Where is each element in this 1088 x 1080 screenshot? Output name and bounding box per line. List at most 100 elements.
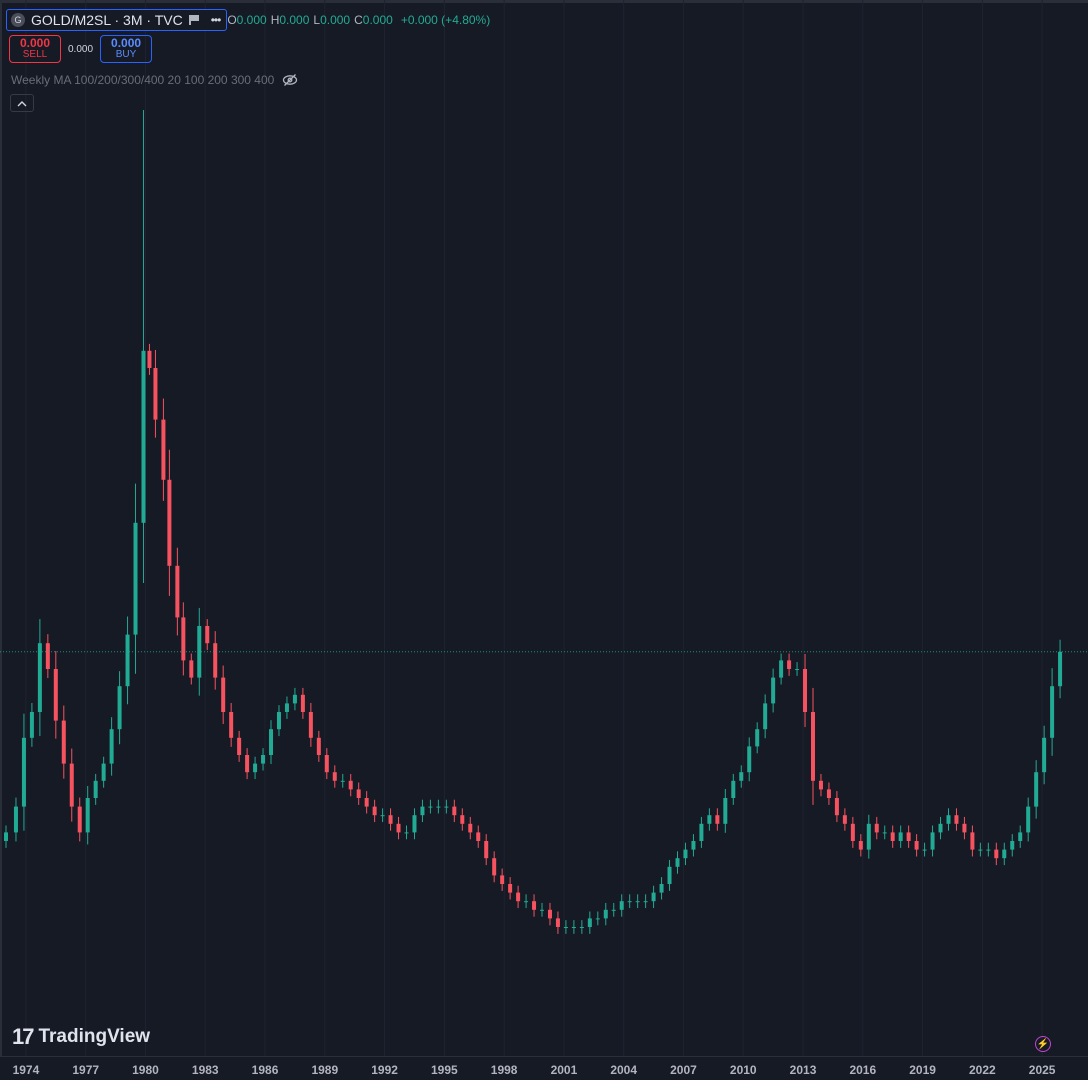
candle-body bbox=[970, 832, 975, 850]
candle-body bbox=[1034, 772, 1039, 807]
time-axis-tick: 2013 bbox=[789, 1063, 817, 1077]
candle-body bbox=[500, 875, 505, 884]
candle-body bbox=[516, 892, 521, 902]
tradingview-logo[interactable]: 17 TradingView bbox=[12, 1024, 150, 1050]
candle-body bbox=[755, 729, 760, 747]
indicator-label[interactable]: Weekly MA 100/200/300/400 20 100 200 300… bbox=[11, 73, 275, 87]
candle-body bbox=[348, 780, 353, 790]
candle-body bbox=[731, 780, 736, 798]
candle-body bbox=[460, 815, 465, 824]
symbol-title[interactable]: GOLD/M2SL · 3M · TVC bbox=[31, 12, 183, 28]
candle-body bbox=[842, 815, 847, 824]
candle-body bbox=[890, 832, 895, 841]
candle-body bbox=[603, 909, 608, 919]
chart-pane[interactable] bbox=[0, 0, 1088, 1056]
ohlc-close-label: C bbox=[354, 13, 363, 27]
candle-body bbox=[524, 901, 529, 903]
candle-body bbox=[898, 832, 903, 841]
candle-body bbox=[643, 901, 648, 903]
candle-body bbox=[412, 815, 417, 833]
candle-body bbox=[253, 763, 258, 773]
candle-body bbox=[771, 677, 776, 704]
flag-icon[interactable] bbox=[188, 15, 201, 25]
ohlc-high-value: 0.000 bbox=[279, 13, 310, 27]
ohlc-high-label: H bbox=[270, 13, 280, 27]
symbol-logo-icon: G bbox=[11, 13, 25, 27]
candle-body bbox=[739, 772, 744, 781]
candle-body bbox=[962, 823, 967, 833]
time-axis-tick: 1989 bbox=[311, 1063, 339, 1077]
candle-body bbox=[364, 798, 369, 807]
candle-body bbox=[779, 660, 784, 678]
candle-body bbox=[547, 909, 552, 919]
time-axis-tick: 2010 bbox=[729, 1063, 757, 1077]
candle-body bbox=[595, 918, 600, 920]
candle-body bbox=[436, 806, 441, 808]
candle-body bbox=[229, 712, 234, 738]
candle-body bbox=[77, 806, 82, 833]
time-axis-tick: 2001 bbox=[550, 1063, 578, 1077]
candle-body bbox=[930, 832, 935, 850]
candle-body bbox=[308, 712, 313, 738]
ohlc-open-label: O bbox=[227, 13, 237, 27]
candle-body bbox=[372, 806, 377, 816]
candle-body bbox=[213, 643, 218, 678]
candle-body bbox=[109, 729, 114, 764]
candle-body bbox=[691, 841, 696, 850]
candle-body bbox=[404, 832, 409, 834]
window-top-border bbox=[0, 0, 1088, 3]
time-axis[interactable]: 1974 1977 1980 1983 1986 1989 1992 1995 1998 2001… bbox=[0, 1056, 1088, 1080]
candle-body bbox=[316, 737, 321, 755]
sell-button[interactable]: 0.000 SELL bbox=[9, 35, 61, 63]
lightning-icon[interactable]: ⚡ bbox=[1035, 1036, 1051, 1052]
candle-body bbox=[810, 712, 815, 781]
chevron-up-icon bbox=[17, 100, 27, 106]
candle-body bbox=[153, 368, 158, 420]
candle-body bbox=[93, 780, 98, 798]
candle-body bbox=[380, 815, 385, 817]
eye-off-icon[interactable] bbox=[282, 73, 298, 87]
candle-body bbox=[484, 841, 489, 859]
candle-body bbox=[492, 858, 497, 876]
price-chart[interactable] bbox=[0, 0, 1088, 1056]
candle-body bbox=[882, 832, 887, 834]
candle-body bbox=[161, 419, 166, 480]
ohlc-low-value: 0.000 bbox=[320, 13, 351, 27]
indicator-legend[interactable]: Weekly MA 100/200/300/400 20 100 200 300… bbox=[11, 73, 298, 87]
candle-body bbox=[69, 763, 74, 807]
candle-body bbox=[237, 737, 242, 755]
candle-body bbox=[452, 806, 457, 816]
tradingview-logo-text: TradingView bbox=[38, 1026, 151, 1047]
candle-body bbox=[476, 832, 481, 841]
candle-body bbox=[29, 712, 34, 738]
symbol-title-box[interactable]: G GOLD/M2SL · 3M · TVC ••• bbox=[6, 9, 228, 31]
candle-body bbox=[723, 798, 728, 824]
candle-body bbox=[300, 694, 305, 712]
more-options-icon[interactable]: ••• bbox=[210, 13, 222, 27]
candle-body bbox=[946, 815, 951, 824]
candle-body bbox=[938, 823, 943, 833]
candle-body bbox=[396, 823, 401, 833]
candle-body bbox=[175, 565, 180, 618]
candle-body bbox=[922, 849, 927, 851]
candle-body bbox=[914, 841, 919, 850]
candle-body bbox=[834, 798, 839, 816]
candle-body bbox=[13, 806, 18, 833]
ohlc-high-group: H0.000 bbox=[271, 13, 310, 27]
candle-body bbox=[986, 849, 991, 851]
candle-body bbox=[675, 858, 680, 867]
collapse-legend-button[interactable] bbox=[10, 94, 34, 112]
candle-body bbox=[611, 909, 616, 911]
candle-body bbox=[571, 927, 576, 928]
candle-body bbox=[444, 806, 449, 808]
candle-body bbox=[1050, 686, 1055, 738]
candle-body bbox=[1058, 651, 1063, 687]
spread-value: 0.000 bbox=[68, 43, 94, 55]
candle-body bbox=[61, 720, 66, 764]
candle-body bbox=[292, 694, 297, 704]
candle-body bbox=[117, 686, 122, 730]
buy-button[interactable]: 0.000 BUY bbox=[100, 35, 153, 63]
candle-body bbox=[1042, 737, 1047, 773]
candle-body bbox=[763, 703, 768, 730]
candle-body bbox=[579, 927, 584, 928]
